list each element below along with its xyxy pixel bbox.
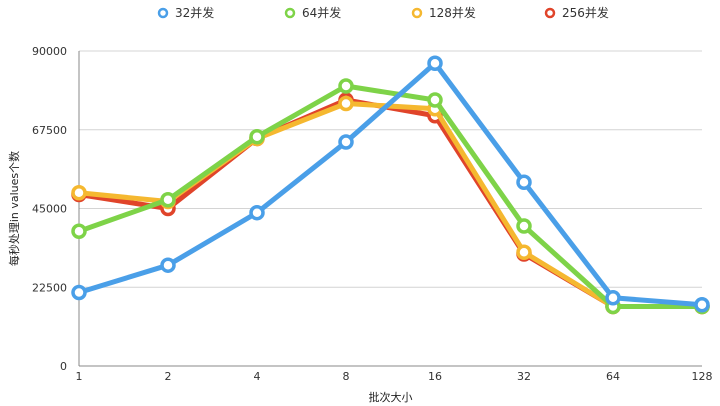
legend-marker-icon	[544, 7, 556, 19]
x-axis-title: 批次大小	[369, 390, 413, 404]
data-point	[605, 290, 621, 306]
data-point	[160, 192, 176, 208]
gridlines	[79, 50, 702, 288]
data-point	[249, 129, 265, 145]
x-tick-labels: 1 2 4 8 16 32 64 128	[76, 370, 713, 383]
legend-marker-icon	[284, 7, 296, 19]
data-point	[249, 204, 265, 221]
series-1	[71, 78, 710, 315]
data-point	[71, 223, 87, 239]
legend-item: 64并发	[284, 5, 341, 20]
legend-item: 32并发	[157, 5, 214, 20]
legend-label: 64并发	[302, 5, 341, 20]
x-tick-label: 2	[165, 370, 172, 383]
data-point	[71, 284, 87, 301]
x-tick-label: 32	[517, 370, 531, 383]
series-0	[71, 55, 710, 313]
x-tick-label: 4	[254, 370, 261, 383]
series-line	[76, 83, 705, 309]
legend-marker-icon	[411, 7, 423, 19]
data-point	[516, 174, 532, 190]
data-point	[516, 218, 532, 234]
legend-label: 128并发	[429, 5, 476, 20]
series-lines	[71, 55, 710, 315]
x-tick-label: 128	[692, 370, 713, 383]
data-point	[338, 134, 354, 150]
data-point	[71, 185, 87, 201]
data-point	[338, 78, 354, 94]
y-axis-title: 每秒处理in values个数	[7, 151, 21, 266]
axes	[78, 51, 702, 367]
data-point	[516, 244, 532, 260]
x-tick-label: 8	[343, 370, 350, 383]
y-tick-label: 45000	[32, 203, 67, 216]
y-tick-label: 90000	[32, 45, 67, 58]
legend-marker-icon	[157, 7, 169, 19]
x-tick-label: 64	[606, 370, 620, 383]
y-tick-label: 0	[60, 360, 67, 373]
data-point	[427, 92, 443, 108]
legend-label: 32并发	[175, 5, 214, 20]
legend-label: 256并发	[562, 5, 609, 20]
x-tick-label: 1	[76, 370, 83, 383]
data-point	[427, 55, 443, 71]
data-point	[160, 257, 176, 273]
y-tick-label: 22500	[32, 281, 67, 294]
legend-item: 256并发	[544, 5, 609, 20]
y-tick-label: 67500	[32, 124, 67, 137]
series-line	[76, 60, 705, 308]
data-point	[694, 297, 710, 313]
legend-item: 128并发	[411, 5, 476, 20]
y-tick-labels: 0 22500 45000 67500 90000	[32, 45, 67, 373]
data-point	[338, 95, 354, 112]
legend: 32并发 64并发 128并发 256并发	[157, 5, 609, 20]
x-tick-label: 16	[428, 370, 442, 383]
